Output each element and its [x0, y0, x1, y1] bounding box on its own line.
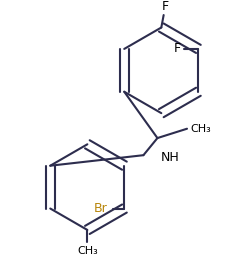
Text: CH₃: CH₃: [77, 246, 98, 254]
Text: F: F: [174, 42, 181, 55]
Text: CH₃: CH₃: [190, 124, 211, 134]
Text: NH: NH: [160, 151, 179, 164]
Text: Br: Br: [94, 202, 107, 215]
Text: F: F: [162, 1, 169, 13]
